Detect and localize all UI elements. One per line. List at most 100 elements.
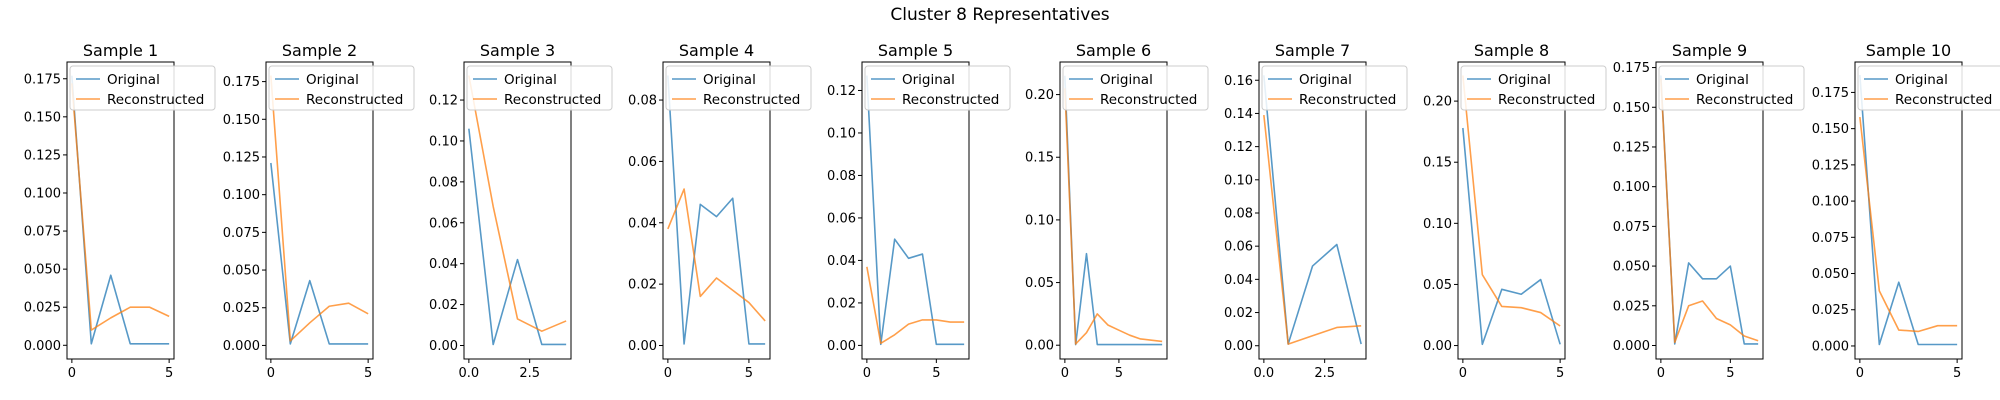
y-tick-label: 0.04 — [827, 254, 856, 269]
y-tick-label: 0.125 — [1812, 158, 1849, 173]
series-line-original — [1660, 75, 1759, 345]
y-tick-label: 0.15 — [1423, 156, 1452, 171]
series-line-reconstructed — [270, 75, 369, 342]
legend-label: Reconstructed — [1895, 92, 1992, 108]
y-tick-label: 0.10 — [1423, 217, 1452, 232]
legend-box — [1658, 65, 1805, 111]
subplot-title: Sample 9 — [1672, 41, 1747, 60]
y-tick-label: 0.025 — [24, 301, 61, 316]
subplot-title: Sample 4 — [679, 41, 754, 60]
x-tick-label: 0 — [1657, 366, 1665, 381]
y-tick-label: 0.125 — [24, 148, 61, 163]
subplot-9: Sample 9 0.000 0.025 0.050 0.075 0.100 0.125 0.… — [1613, 41, 1805, 381]
legend: Original Reconstructed — [1460, 65, 1607, 111]
series-line-original — [1462, 127, 1561, 346]
y-tick-label: 0.025 — [223, 301, 260, 316]
y-tick-label: 0.12 — [827, 84, 856, 99]
y-tick-label: 0.02 — [628, 278, 657, 293]
y-tick-label: 0.050 — [1812, 267, 1849, 282]
series-line-reconstructed — [866, 266, 965, 345]
x-tick-label: 2.5 — [519, 366, 540, 381]
legend: Original Reconstructed — [665, 65, 812, 111]
y-tick-label: 0.050 — [1613, 260, 1650, 275]
x-tick-label: 5 — [165, 366, 173, 381]
x-tick-label: 0 — [68, 366, 76, 381]
subplot-title: Sample 3 — [480, 41, 555, 60]
legend-label: Reconstructed — [1100, 92, 1197, 108]
x-tick-label: 0 — [1856, 366, 1864, 381]
x-tick-label: 5 — [1115, 366, 1123, 381]
subplot-title: Sample 2 — [282, 41, 357, 60]
series-line-original — [667, 75, 766, 345]
series-line-original — [270, 162, 369, 345]
y-tick-label: 0.16 — [1224, 74, 1253, 89]
series-line-original — [1064, 75, 1163, 346]
y-tick-label: 0.10 — [1224, 173, 1253, 188]
y-tick-label: 0.100 — [223, 188, 260, 203]
y-tick-label: 0.05 — [1025, 276, 1054, 291]
y-tick-label: 0.000 — [1812, 339, 1849, 354]
legend-label: Original — [1299, 72, 1352, 88]
legend-label: Reconstructed — [1299, 92, 1396, 108]
figure-suptitle: Cluster 8 Representatives — [890, 5, 1109, 25]
y-tick-label: 0.00 — [1423, 339, 1452, 354]
axes-frame — [1258, 61, 1367, 360]
y-tick-label: 0.000 — [223, 339, 260, 354]
subplot-4: Sample 4 0.00 0.02 0.04 0.06 0.08 0 5 Original Re… — [628, 41, 812, 381]
legend-label: Reconstructed — [306, 92, 403, 108]
legend: Original Reconstructed — [268, 65, 415, 111]
y-tick-label: 0.00 — [1025, 339, 1054, 354]
y-tick-label: 0.04 — [628, 216, 657, 231]
legend: Original Reconstructed — [466, 65, 613, 111]
series-line-reconstructed — [1859, 116, 1958, 333]
axes-frame — [861, 61, 970, 360]
x-tick-label: 5 — [1726, 366, 1734, 381]
y-tick-label: 0.175 — [1812, 86, 1849, 101]
y-tick-label: 0.050 — [24, 263, 61, 278]
y-tick-label: 0.175 — [24, 72, 61, 87]
legend-label: Original — [107, 72, 160, 88]
y-tick-label: 0.125 — [223, 150, 260, 165]
legend-label: Reconstructed — [703, 92, 800, 108]
legend-box — [268, 65, 415, 111]
legend-label: Original — [902, 72, 955, 88]
x-tick-label: 0.0 — [1254, 366, 1275, 381]
y-tick-label: 0.06 — [429, 216, 458, 231]
y-tick-label: 0.06 — [827, 211, 856, 226]
axes-frame — [1059, 61, 1168, 360]
legend: Original Reconstructed — [1062, 65, 1209, 111]
y-tick-label: 0.02 — [1224, 306, 1253, 321]
x-tick-label: 5 — [932, 366, 940, 381]
x-tick-label: 0 — [1459, 366, 1467, 381]
legend-box — [665, 65, 812, 111]
x-tick-label: 0 — [1061, 366, 1069, 381]
y-tick-label: 0.04 — [429, 257, 458, 272]
y-tick-label: 0.08 — [628, 94, 657, 109]
legend-box — [1857, 65, 2000, 111]
subplot-title: Sample 10 — [1866, 41, 1951, 60]
legend-box — [864, 65, 1011, 111]
y-tick-label: 0.10 — [827, 126, 856, 141]
series-line-reconstructed — [468, 75, 567, 332]
legend: Original Reconstructed — [864, 65, 1011, 111]
y-tick-label: 0.20 — [1025, 88, 1054, 103]
subplot-7: Sample 7 0.00 0.02 0.04 0.06 0.08 0.10 0.12 0.14… — [1224, 41, 1408, 381]
y-tick-label: 0.04 — [1224, 273, 1253, 288]
y-tick-label: 0.12 — [429, 94, 458, 109]
y-tick-label: 0.02 — [429, 298, 458, 313]
axes-frame — [66, 61, 175, 360]
y-tick-label: 0.150 — [1812, 122, 1849, 137]
y-tick-label: 0.175 — [223, 75, 260, 90]
y-tick-label: 0.15 — [1025, 151, 1054, 166]
y-tick-label: 0.10 — [1025, 213, 1054, 228]
legend-label: Original — [306, 72, 359, 88]
y-tick-label: 0.12 — [1224, 140, 1253, 155]
series-line-original — [468, 128, 567, 346]
y-tick-label: 0.00 — [628, 339, 657, 354]
legend-box — [1460, 65, 1607, 111]
subplots: Sample 10.0000.0250.0500.0750.1000.1250.… — [24, 41, 2000, 381]
x-tick-label: 0.0 — [459, 366, 480, 381]
x-tick-label: 0 — [664, 366, 672, 381]
subplot-title: Sample 7 — [1275, 41, 1350, 60]
